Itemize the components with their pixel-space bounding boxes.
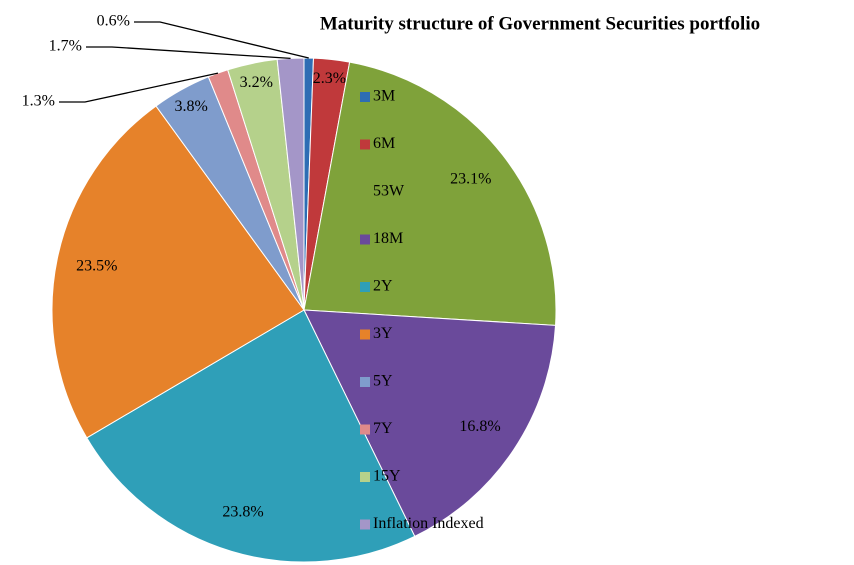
legend-label: 18M [373, 230, 403, 247]
pie-slice [303, 61, 557, 326]
legend-swatch [360, 472, 370, 482]
legend-label: 6M [373, 135, 395, 152]
leader-line [134, 21, 309, 59]
legend-label: 3Y [373, 325, 393, 342]
legend-label: 7Y [373, 420, 393, 437]
data-label: 16.8% [459, 418, 500, 435]
legend-swatch [360, 187, 370, 197]
data-label: 1.3% [22, 93, 55, 110]
legend-swatch [360, 519, 370, 530]
legend-label: 3M [373, 88, 395, 105]
legend-label: 2Y [373, 278, 393, 295]
legend-swatch [360, 377, 370, 387]
legend-label: 15Y [373, 468, 401, 485]
legend-swatch [360, 282, 370, 292]
legend-label: 53W [373, 183, 405, 200]
data-label: 2.3% [313, 70, 346, 87]
legend-swatch [360, 329, 370, 340]
pie-slice [51, 105, 305, 439]
data-label: 23.8% [222, 503, 263, 520]
pie-slice [86, 309, 416, 563]
data-label: 23.5% [76, 257, 117, 274]
legend-swatch [360, 424, 370, 435]
legend-swatch [360, 92, 370, 102]
leader-line [86, 46, 291, 60]
data-label: 23.1% [450, 170, 491, 187]
legend-swatch [360, 234, 370, 245]
data-label: 3.8% [174, 98, 207, 115]
legend-swatch [360, 139, 370, 150]
leader-line [59, 72, 219, 103]
chart-title: Maturity structure of Government Securit… [320, 13, 760, 34]
pie-slice [276, 57, 305, 311]
data-label: 1.7% [49, 38, 82, 55]
data-label: 3.2% [240, 74, 273, 91]
legend-label: Inflation Indexed [373, 515, 484, 532]
pie-slice [303, 309, 557, 538]
data-label: 0.6% [97, 13, 130, 30]
legend-label: 5Y [373, 373, 393, 390]
